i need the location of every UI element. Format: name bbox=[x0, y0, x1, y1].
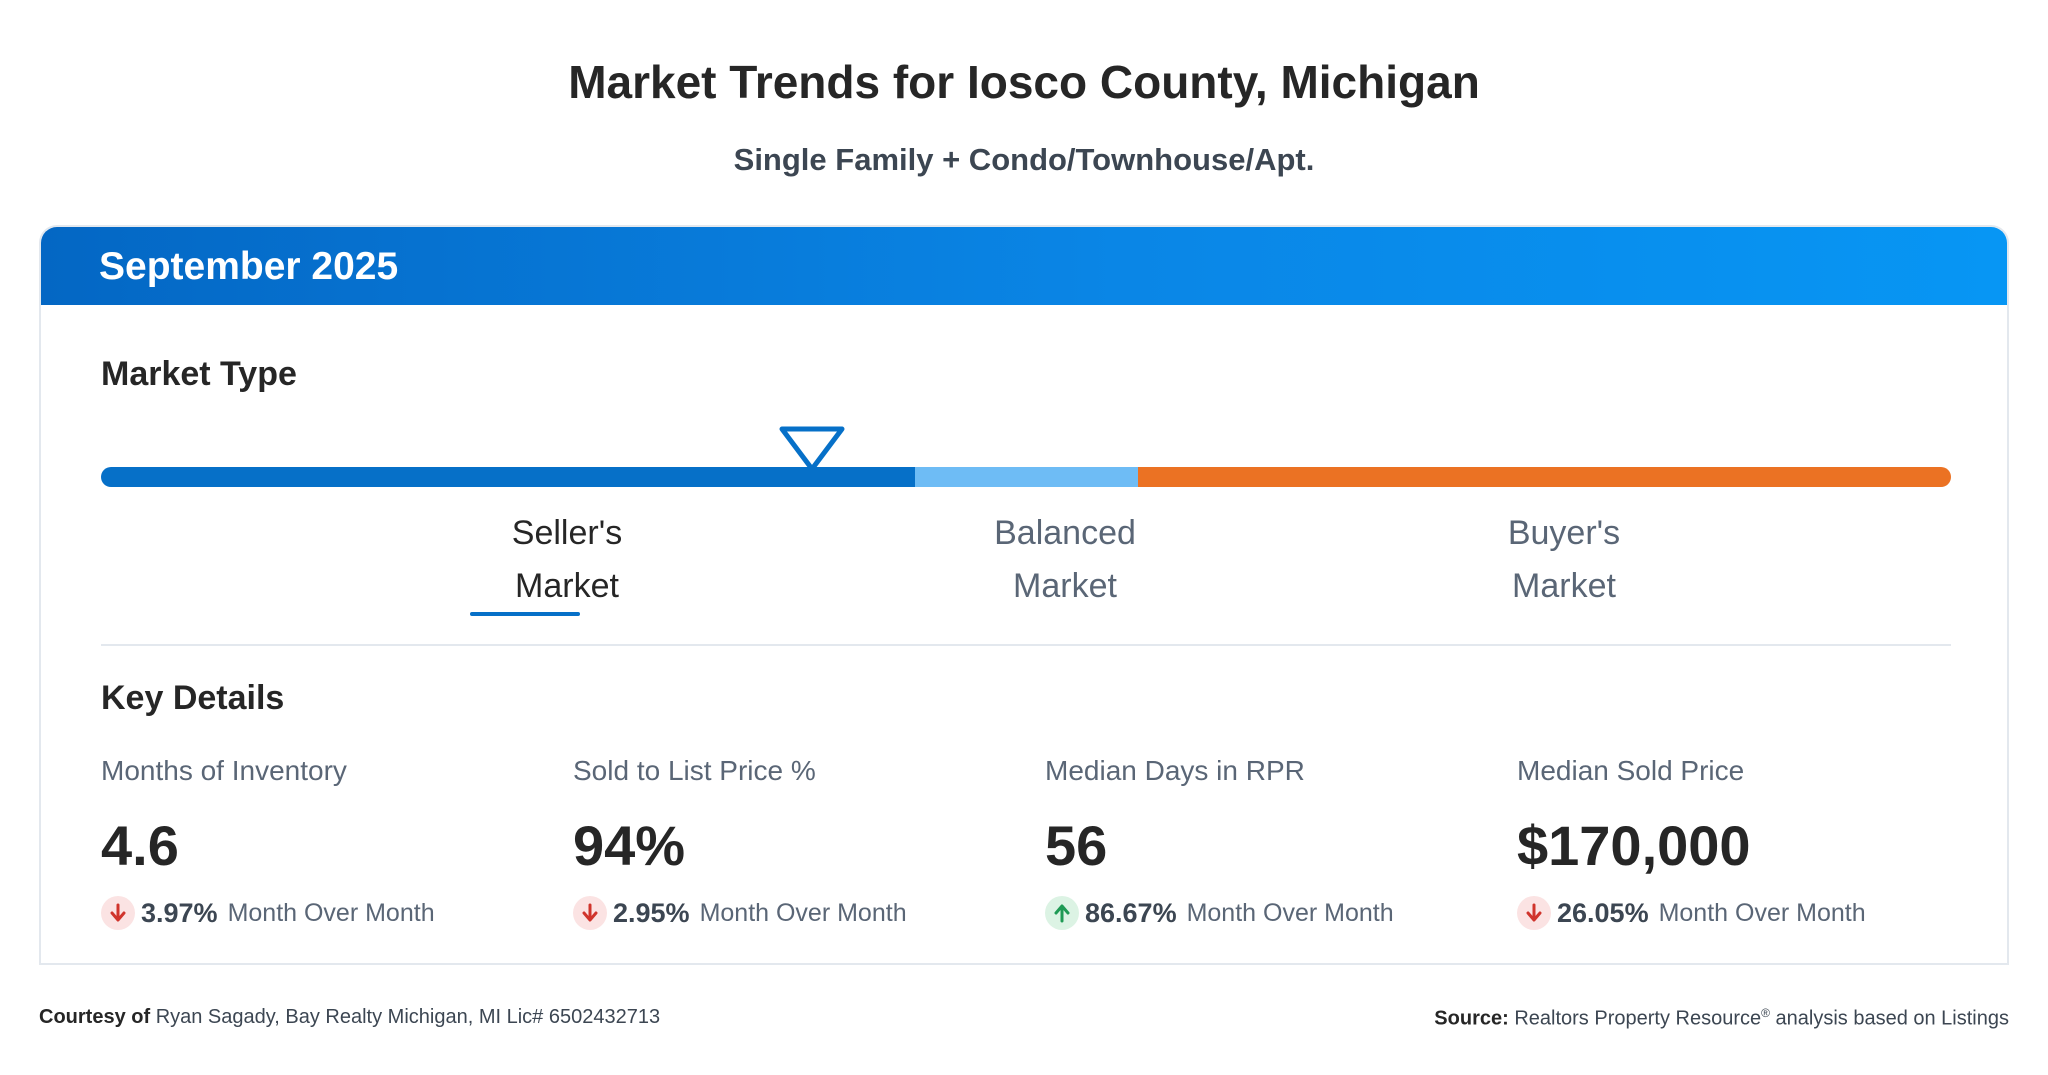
metric-value: $170,000 bbox=[1517, 814, 1751, 877]
metric-change: 86.67% Month Over Month bbox=[1045, 893, 1505, 933]
metric-label: Median Sold Price bbox=[1517, 755, 1745, 786]
metric-months-of-inventory: Months of Inventory 4.6 3.97% Month Over… bbox=[101, 755, 561, 933]
market-label-buyer[interactable]: Buyer's Market bbox=[1444, 507, 1684, 613]
metric-median-days-in-rpr: Median Days in RPR 56 86.67% Month Over … bbox=[1045, 755, 1505, 933]
footer-source: Source: Realtors Property Resource® anal… bbox=[1434, 1006, 2009, 1031]
market-card: September 2025 Market Type Seller's Mark… bbox=[39, 225, 2009, 965]
metric-value: 56 bbox=[1045, 814, 1108, 877]
arrow-up-icon bbox=[1045, 896, 1079, 930]
market-label-seller[interactable]: Seller's Market bbox=[447, 507, 687, 613]
metric-change: 2.95% Month Over Month bbox=[573, 893, 1033, 933]
arrow-down-icon bbox=[1517, 896, 1551, 930]
market-label-buyer-line1: Buyer's bbox=[1507, 514, 1621, 552]
metric-change-text: Month Over Month bbox=[227, 898, 435, 927]
metric-label: Months of Inventory bbox=[101, 755, 347, 786]
metric-change: 26.05% Month Over Month bbox=[1517, 893, 1977, 933]
metric-label: Sold to List Price % bbox=[573, 755, 816, 786]
market-indicator-icon bbox=[779, 426, 845, 472]
period-title: September 2025 bbox=[99, 245, 399, 288]
source-text-1: Realtors Property Resource bbox=[1514, 1007, 1762, 1030]
market-label-buyer-line2: Market bbox=[1512, 567, 1616, 605]
courtesy-text: Ryan Sagady, Bay Realty Michigan, MI Lic… bbox=[155, 1006, 661, 1028]
footer-courtesy: Courtesy of Ryan Sagady, Bay Realty Mich… bbox=[39, 1006, 660, 1029]
metric-change-percent: 86.67% bbox=[1085, 897, 1177, 928]
metric-change-percent: 2.95% bbox=[613, 897, 690, 928]
market-type-title: Market Type bbox=[101, 355, 297, 393]
registered-mark: ® bbox=[1761, 1006, 1770, 1020]
market-label-seller-line1: Seller's bbox=[511, 514, 623, 552]
page-subtitle: Single Family + Condo/Townhouse/Apt. bbox=[733, 142, 1315, 177]
source-text-2: analysis based on Listings bbox=[1769, 1007, 2010, 1030]
metric-median-sold-price: Median Sold Price $170,000 26.05% Month … bbox=[1517, 755, 1977, 933]
selected-market-underline bbox=[470, 612, 580, 616]
metric-change-text: Month Over Month bbox=[1658, 898, 1866, 927]
market-label-balanced-line2: Market bbox=[1013, 567, 1117, 605]
market-label-seller-line2: Market bbox=[515, 567, 619, 605]
page-title: Market Trends for Iosco County, Michigan bbox=[568, 56, 1480, 108]
source-label: Source: bbox=[1434, 1007, 1509, 1030]
metric-change-percent: 3.97% bbox=[141, 897, 218, 928]
market-label-balanced-line1: Balanced bbox=[994, 514, 1136, 552]
metric-change: 3.97% Month Over Month bbox=[101, 893, 561, 933]
metric-value: 94% bbox=[573, 814, 686, 877]
metric-sold-to-list-price: Sold to List Price % 94% 2.95% Month Ove… bbox=[573, 755, 1033, 933]
metric-change-percent: 26.05% bbox=[1557, 897, 1649, 928]
gauge-seller-segment bbox=[101, 467, 915, 487]
gauge-buyer-segment bbox=[1138, 467, 1951, 487]
courtesy-label: Courtesy of bbox=[39, 1006, 151, 1028]
metric-label: Median Days in RPR bbox=[1045, 755, 1305, 786]
market-label-balanced[interactable]: Balanced Market bbox=[945, 507, 1185, 613]
section-divider bbox=[101, 644, 1951, 646]
arrow-down-icon bbox=[101, 896, 135, 930]
gauge-balanced-segment bbox=[915, 467, 1138, 487]
card-header: September 2025 bbox=[41, 227, 2007, 305]
metric-change-text: Month Over Month bbox=[699, 898, 907, 927]
market-type-gauge bbox=[101, 467, 1951, 487]
metric-change-text: Month Over Month bbox=[1186, 898, 1394, 927]
metric-value: 4.6 bbox=[101, 814, 179, 877]
arrow-down-icon bbox=[573, 896, 607, 930]
key-details-title: Key Details bbox=[101, 679, 285, 717]
